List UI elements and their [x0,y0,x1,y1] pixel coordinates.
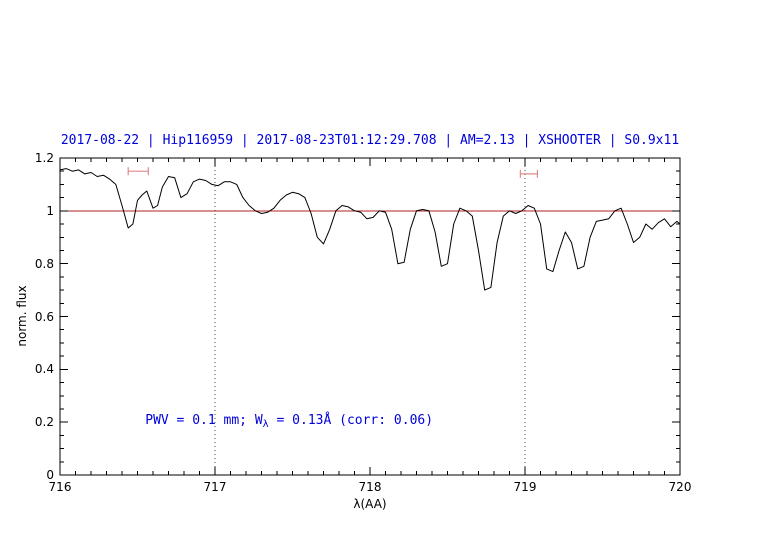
pwv-annotation-text-2: = 0.13Å (corr: 0.06) [268,413,434,429]
pwv-annotation-text: PWV = 0.1 mm; W [145,413,263,429]
y-tick-label: 0.6 [34,309,54,324]
pwv-annotation: PWV = 0.1 mm; Wλ = 0.13Å (corr: 0.06) [145,413,434,431]
y-tick-label: 0.4 [34,362,54,377]
y-tick-label: 1.2 [34,151,54,165]
x-tick-label: 718 [358,480,382,494]
y-tick-label: 0.2 [34,415,54,430]
y-tick-label: 1 [46,203,54,218]
x-tick-label: 720 [668,480,692,494]
x-tick-label: 716 [48,480,72,494]
plot-title: 2017-08-22 | Hip116959 | 2017-08-23T01:1… [60,133,680,148]
y-tick-label: 0.8 [34,256,54,271]
x-tick-label: 719 [513,480,537,494]
x-axis-label: λ(AA) [353,497,387,511]
pwv-annotation-subscript: λ [262,419,269,431]
x-tick-label: 717 [203,480,227,494]
spectrum-line [59,168,681,291]
plot-frame [59,157,681,476]
y-tick-label: 0 [46,468,54,482]
